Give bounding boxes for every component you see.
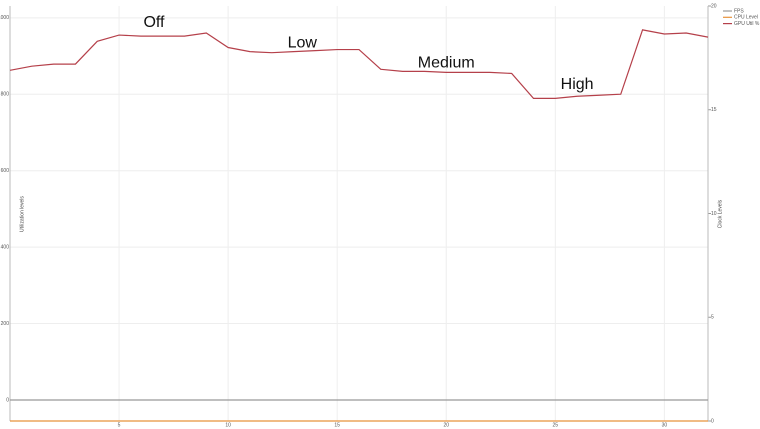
annotation: Low [288,35,318,52]
series-line [9,29,709,99]
y2-tick-label: 5 [711,315,714,321]
y-tick-label: 200 [1,321,10,327]
annotation: High [561,76,594,93]
legend-label: CPU Level [734,15,758,21]
y2-tick-label: 10 [711,211,717,217]
x-tick-label: 15 [334,422,340,428]
x-tick-label: 25 [553,422,559,428]
x-tick-label: 20 [443,422,449,428]
y2-tick-label: 0 [711,418,714,424]
x-tick-label: 30 [662,422,668,428]
y2-axis-label: Clock Levels [717,199,723,228]
y2-tick-label: 15 [711,107,717,113]
y-tick-label: 1000 [0,15,9,21]
annotation: Medium [418,54,475,71]
legend-label: FPS [734,8,744,14]
y-tick-label: 600 [1,168,10,174]
x-tick-label: 10 [225,422,231,428]
annotation: Off [143,14,165,31]
x-tick-label: 5 [118,422,121,428]
legend-label: GPU Util % [734,21,760,27]
y-tick-label: 800 [1,92,10,98]
y-tick-label: 0 [6,397,9,403]
y-axis-label: Utilization levels [19,196,25,232]
y2-tick-label: 20 [711,3,717,9]
y-tick-label: 400 [1,244,10,250]
